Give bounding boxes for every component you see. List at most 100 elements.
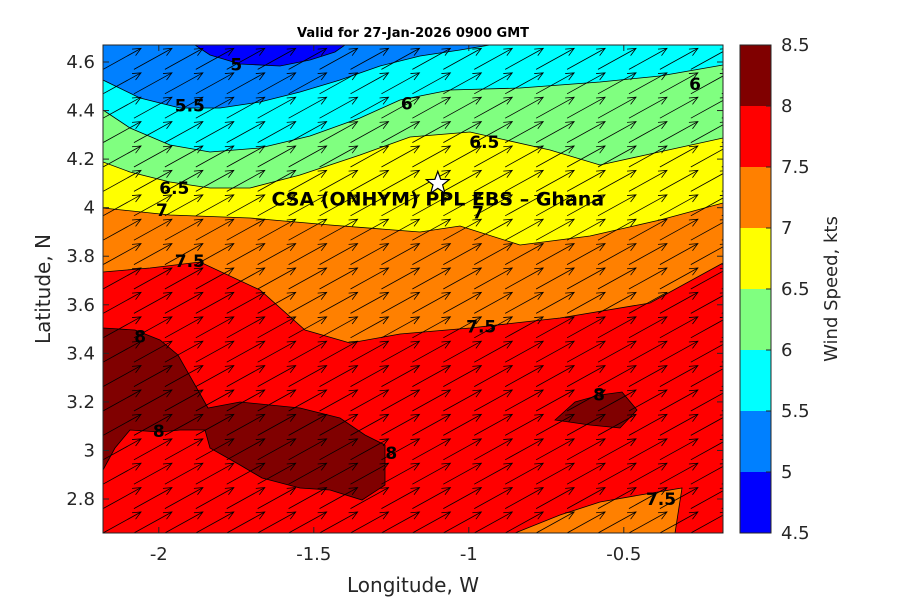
wind-vector	[412, 413, 452, 436]
wind-vector	[535, 267, 575, 290]
wind-vector	[659, 487, 699, 509]
wind-vector	[350, 194, 390, 217]
wind-vector	[659, 340, 699, 363]
wind-vector	[319, 316, 359, 339]
wind-vector	[597, 267, 637, 290]
wind-vector	[164, 47, 204, 70]
wind-vector	[319, 511, 359, 533]
wind-vector	[628, 389, 668, 412]
wind-vector	[628, 462, 668, 485]
wind-vector	[103, 169, 142, 192]
wind-vector	[381, 462, 421, 485]
colorbar-segment	[740, 106, 771, 167]
wind-vector	[195, 389, 235, 412]
wind-vector	[566, 169, 606, 192]
wind-vector	[257, 267, 297, 290]
wind-vector	[443, 462, 483, 485]
wind-vector	[443, 218, 483, 241]
wind-vector	[164, 45, 166, 46]
wind-vector	[628, 47, 668, 70]
wind-vector	[257, 316, 297, 339]
wind-vector	[381, 316, 421, 339]
colorbar-segment	[740, 472, 771, 533]
wind-vector	[535, 47, 575, 70]
wind-vector	[103, 121, 142, 143]
wind-vector	[257, 291, 297, 314]
wind-vector	[226, 145, 266, 168]
wind-vector	[288, 316, 328, 339]
wind-vector	[257, 462, 297, 485]
wind-vector	[597, 72, 637, 95]
wind-vector	[474, 218, 514, 241]
wind-vector	[257, 487, 297, 509]
wind-vector	[628, 169, 668, 192]
wind-vector	[566, 340, 606, 363]
wind-vector	[288, 291, 328, 314]
wind-vector	[226, 47, 266, 70]
wind-vector	[195, 438, 235, 461]
wind-vector	[659, 438, 699, 461]
wind-vector	[412, 145, 452, 168]
wind-vector	[505, 267, 545, 290]
wind-vector	[597, 487, 637, 509]
wind-vector	[226, 169, 266, 192]
wind-vector	[474, 121, 514, 143]
wind-vector	[443, 72, 483, 95]
wind-vector	[319, 72, 359, 95]
wind-vector	[350, 169, 390, 192]
wind-vector	[381, 413, 421, 436]
wind-vector	[597, 243, 637, 265]
colorbar-segment	[740, 45, 771, 106]
wind-vector	[319, 145, 359, 168]
wind-vector	[474, 511, 514, 533]
x-tick-label: -1	[460, 544, 478, 565]
wind-vector	[195, 96, 235, 119]
wind-vector	[566, 462, 606, 485]
wind-vector	[103, 291, 142, 314]
wind-vector	[443, 316, 483, 339]
y-tick-label: 3	[84, 440, 95, 461]
wind-vector	[195, 462, 235, 485]
colorbar-tick-label: 5.5	[781, 401, 810, 422]
colorbar-segment	[740, 350, 771, 411]
wind-vector	[288, 438, 328, 461]
wind-vector	[288, 47, 328, 70]
wind-vector	[412, 389, 452, 412]
colorbar-tick-label: 8	[781, 96, 792, 117]
colorbar-tick-label: 7.5	[781, 157, 810, 178]
wind-vector	[381, 365, 421, 387]
wind-vector	[103, 145, 142, 168]
wind-vector	[443, 267, 483, 290]
wind-vector	[659, 267, 699, 290]
wind-vector	[350, 267, 390, 290]
wind-vector	[133, 413, 173, 436]
wind-vector	[288, 511, 328, 533]
wind-vector	[319, 267, 359, 290]
wind-vector	[164, 96, 204, 119]
wind-vector	[505, 243, 545, 265]
wind-vector	[288, 340, 328, 363]
wind-vector	[628, 511, 668, 533]
wind-vector	[535, 72, 575, 95]
wind-vector	[103, 47, 142, 70]
wind-vector	[659, 194, 699, 217]
wind-vector	[133, 365, 173, 387]
wind-vector	[288, 145, 328, 168]
wind-vector	[288, 194, 328, 217]
wind-vector	[350, 389, 390, 412]
wind-vector	[597, 438, 637, 461]
colorbar-segment	[740, 167, 771, 228]
wind-vector	[443, 243, 483, 265]
wind-vector	[535, 169, 575, 192]
contour-label: 7.5	[646, 490, 676, 510]
wind-vector	[381, 121, 421, 143]
colorbar-tick-label: 8.5	[781, 35, 810, 56]
wind-vector	[535, 438, 575, 461]
wind-vector	[412, 47, 452, 70]
y-tick-label: 4.6	[66, 52, 95, 73]
contour-label: 5	[230, 55, 242, 75]
y-tick-label: 2.8	[66, 489, 95, 510]
wind-vector	[133, 169, 173, 192]
wind-vector	[164, 121, 204, 143]
wind-vector	[319, 462, 359, 485]
